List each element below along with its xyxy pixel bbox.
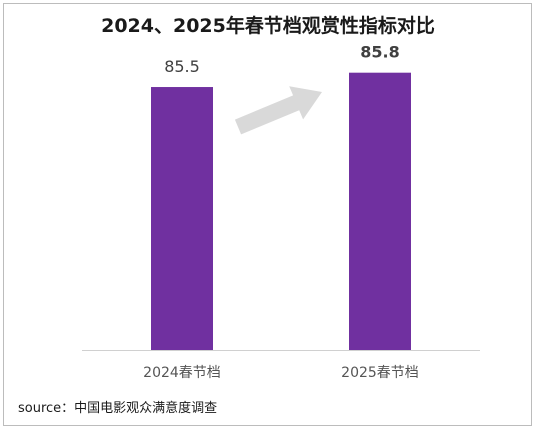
value-label-1: 85.5	[164, 57, 200, 76]
trend-arrow	[234, 86, 322, 135]
category-label-2: 2025春节档	[341, 365, 419, 381]
bar-1	[151, 87, 213, 350]
category-label-1: 2024春节档	[143, 365, 221, 381]
trend-arrow-shape	[234, 86, 322, 135]
bar-2	[349, 72, 411, 350]
labels-group: 85.5 2024春节档 85.8 2025春节档	[143, 43, 419, 381]
bars-group	[151, 72, 411, 350]
bar-chart: 2024、2025年春节档观赏性指标对比 85.5 2024春节档 85.8 2025…	[18, 14, 480, 416]
source-note: source：中国电影观众满意度调查	[18, 400, 217, 416]
chart-title: 2024、2025年春节档观赏性指标对比	[101, 14, 435, 37]
value-label-2: 85.8	[360, 43, 399, 62]
chart-frame: 2024、2025年春节档观赏性指标对比 85.5 2024春节档 85.8 2025…	[3, 3, 532, 426]
